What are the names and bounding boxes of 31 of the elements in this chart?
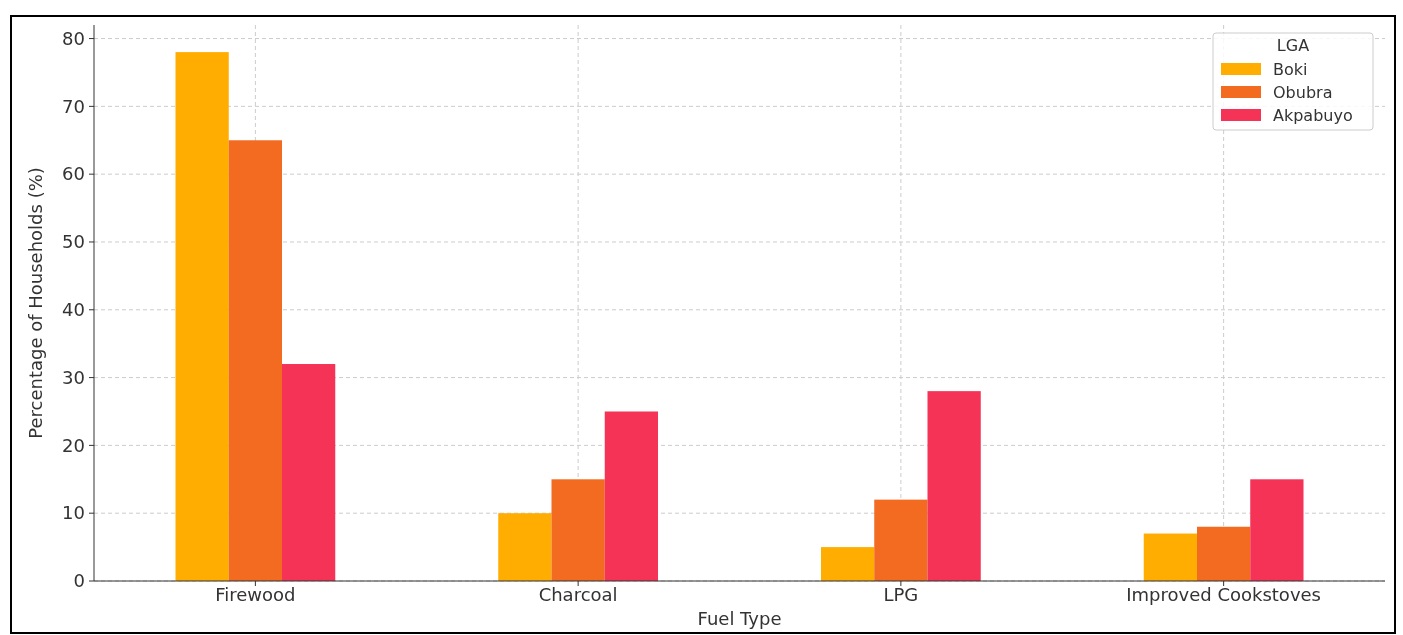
bar (1197, 526, 1251, 581)
y-tick-label: 60 (62, 163, 85, 185)
y-tick-label: 10 (62, 502, 85, 524)
bar (1143, 533, 1197, 581)
x-tick-label: LPG (883, 584, 919, 605)
bar (175, 52, 229, 581)
bar (874, 499, 928, 581)
legend-label: Akpabuyo (1273, 105, 1353, 125)
x-tick-label: Improved Cookstoves (1126, 584, 1321, 605)
y-tick-label: 0 (73, 570, 85, 592)
legend-title: LGA (1276, 36, 1310, 55)
bar (228, 140, 282, 581)
bar (551, 479, 605, 581)
bar (282, 364, 336, 581)
x-axis-title: Fuel Type (697, 608, 782, 629)
y-tick-label: 50 (62, 231, 85, 253)
y-tick-label: 20 (62, 434, 85, 456)
y-tick-label: 30 (62, 366, 85, 388)
bar (820, 547, 875, 581)
y-tick-label: 40 (62, 299, 85, 321)
y-tick-label: 80 (62, 27, 85, 49)
legend-label: Obubra (1273, 82, 1333, 102)
x-tick-label: Firewood (215, 584, 296, 605)
x-tick-label: Charcoal (538, 584, 618, 605)
legend-label: Boki (1273, 59, 1308, 79)
y-tick-label: 70 (62, 95, 85, 117)
bar (498, 513, 552, 581)
bar (1250, 479, 1304, 581)
bar (927, 391, 981, 581)
y-axis-title: Percentage of Households (%) (25, 167, 46, 439)
bar (604, 411, 659, 581)
